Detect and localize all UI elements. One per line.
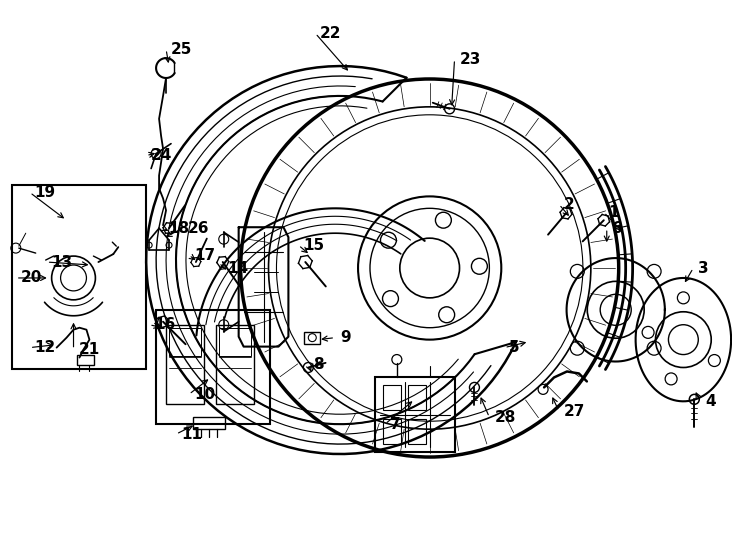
Text: 28: 28	[494, 410, 516, 425]
Text: 25: 25	[171, 42, 192, 57]
Text: 10: 10	[194, 387, 215, 402]
Text: 18: 18	[168, 221, 189, 236]
Text: 14: 14	[228, 260, 249, 275]
Bar	[219, 328, 250, 355]
Bar	[408, 419, 426, 444]
Bar	[383, 386, 401, 410]
Text: 3: 3	[698, 260, 709, 275]
Text: 21: 21	[79, 342, 100, 357]
Text: 22: 22	[320, 26, 342, 40]
Text: 4: 4	[705, 394, 716, 409]
Text: 5: 5	[509, 340, 520, 355]
Bar	[305, 332, 320, 343]
Text: 15: 15	[303, 238, 324, 253]
Text: 7: 7	[390, 417, 401, 431]
Bar	[169, 328, 201, 355]
Text: 13: 13	[51, 254, 73, 269]
Bar	[408, 386, 426, 410]
Text: 8: 8	[313, 357, 324, 372]
Text: 26: 26	[188, 221, 209, 236]
Text: 1: 1	[608, 205, 619, 220]
Bar	[216, 325, 253, 404]
Bar	[156, 310, 271, 424]
Text: 2: 2	[564, 197, 575, 212]
Text: 12: 12	[34, 340, 56, 355]
Text: 9: 9	[340, 330, 351, 345]
Text: 27: 27	[564, 404, 585, 418]
Text: 17: 17	[194, 247, 215, 262]
Bar	[12, 185, 146, 369]
Bar	[193, 417, 225, 429]
Text: 11: 11	[181, 427, 202, 442]
Text: 20: 20	[21, 271, 42, 286]
Bar	[76, 355, 95, 365]
Text: 6: 6	[611, 221, 622, 236]
Circle shape	[400, 238, 459, 298]
Bar	[383, 419, 401, 444]
Text: 16: 16	[154, 317, 175, 332]
Text: 19: 19	[34, 185, 56, 200]
Bar	[375, 377, 454, 452]
Text: 24: 24	[151, 148, 172, 163]
Bar	[166, 325, 204, 404]
Text: 23: 23	[459, 52, 481, 66]
